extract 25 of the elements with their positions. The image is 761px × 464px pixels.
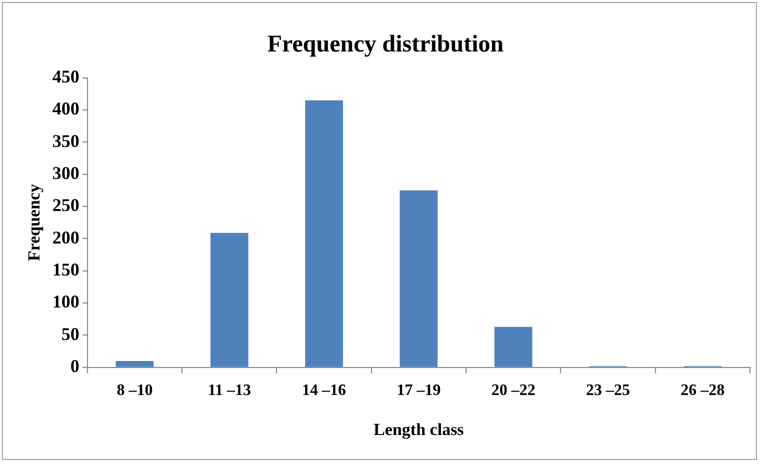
x-axis-title: Length class [374, 420, 464, 440]
y-tick-label: 50 [61, 324, 80, 344]
x-tick-label: 14 –16 [302, 382, 346, 400]
y-axis-title: Frequency [24, 184, 44, 262]
y-tick-label: 400 [52, 98, 80, 119]
x-tick-label: 26 –28 [680, 382, 725, 400]
x-tick-label: 11 –13 [208, 382, 251, 400]
x-tick-label: 20 –22 [491, 382, 536, 400]
y-tick-label: 100 [52, 292, 80, 312]
chart-title: Frequency distribution [267, 32, 504, 58]
y-tick-label: 350 [52, 130, 80, 151]
y-tick-label: 200 [52, 227, 80, 248]
y-tick-label: 450 [52, 66, 80, 86]
x-tick-label: 17 –19 [396, 382, 441, 400]
bar [305, 100, 343, 367]
x-tick-label: 8 –10 [116, 382, 153, 400]
y-tick-label: 250 [52, 195, 80, 216]
bar [210, 232, 248, 367]
bar [116, 360, 154, 367]
y-tick-label: 150 [52, 260, 80, 280]
bar [494, 326, 532, 367]
bar [400, 190, 438, 367]
x-tick-label: 23 –25 [586, 382, 630, 400]
y-tick-label: 0 [70, 356, 80, 376]
y-tick-label: 300 [52, 162, 80, 183]
